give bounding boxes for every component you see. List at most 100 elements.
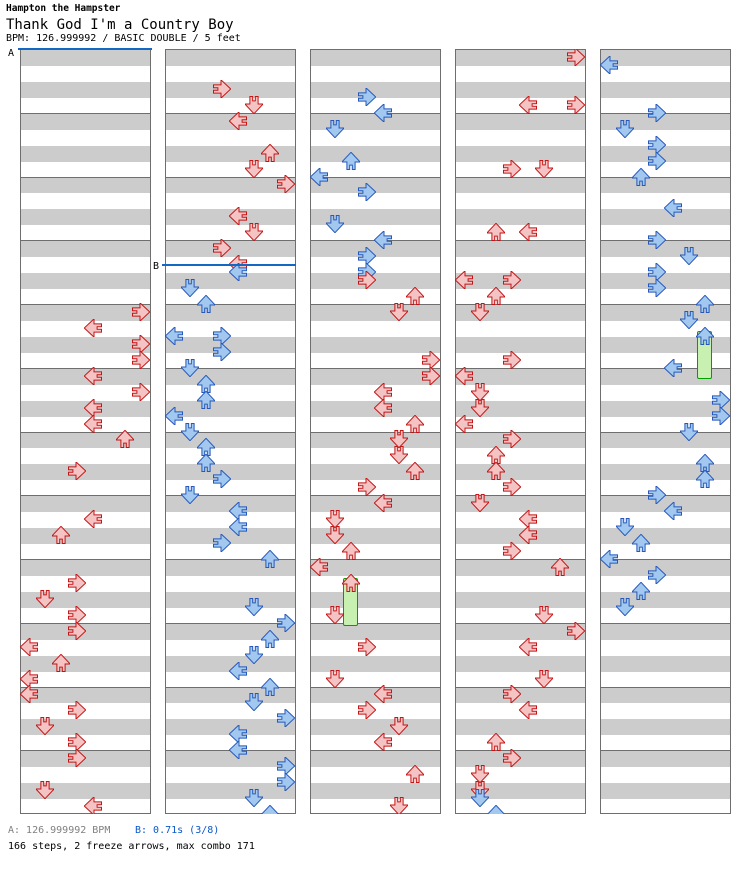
blue-left-arrow-icon	[309, 166, 328, 187]
blue-left-arrow-icon	[164, 325, 183, 347]
measure-line	[166, 432, 295, 433]
footer-bpm-a: A: 126.999992 BPM	[8, 825, 111, 836]
blue-down-arrow-icon	[179, 358, 200, 378]
beat-stripe	[166, 624, 295, 640]
measure-line	[456, 240, 585, 241]
beat-stripe	[456, 624, 585, 640]
measure-line	[21, 495, 150, 496]
red-down-arrow-icon	[324, 669, 345, 688]
beat-stripe	[601, 688, 730, 703]
beat-stripe	[601, 464, 730, 480]
red-up-arrow-icon	[404, 461, 425, 481]
red-left-arrow-icon	[373, 684, 392, 705]
red-right-arrow-icon	[212, 237, 232, 259]
beat-stripe	[456, 241, 585, 257]
red-left-arrow-icon	[454, 365, 473, 387]
measure-line	[21, 177, 150, 178]
red-left-arrow-icon	[83, 795, 102, 814]
blue-right-arrow-icon	[357, 245, 377, 267]
measure-line	[601, 177, 730, 178]
beat-stripe	[311, 114, 440, 130]
measure-line	[311, 432, 440, 433]
red-down-arrow-icon	[34, 717, 55, 736]
beat-stripe	[601, 719, 730, 735]
measure-line	[166, 304, 295, 305]
red-down-arrow-icon	[324, 526, 345, 545]
measure-line	[311, 495, 440, 496]
blue-right-arrow-icon	[711, 389, 731, 410]
blue-down-arrow-icon	[678, 247, 699, 266]
beat-stripe	[166, 433, 295, 448]
blue-right-arrow-icon	[276, 755, 296, 777]
beat-stripe	[456, 337, 585, 353]
blue-up-arrow-icon	[630, 167, 651, 186]
beat-stripe	[166, 528, 295, 544]
measure-line	[456, 304, 585, 305]
beat-stripe	[21, 719, 150, 735]
measure-line	[601, 304, 730, 305]
measure-line	[311, 177, 440, 178]
measure-line	[456, 368, 585, 369]
blue-up-arrow-icon	[485, 804, 506, 814]
red-up-arrow-icon	[259, 143, 280, 162]
beat-stripe	[601, 178, 730, 193]
red-up-arrow-icon	[50, 653, 71, 672]
marker-a-line	[18, 48, 152, 50]
red-right-arrow-icon	[566, 620, 586, 642]
blue-up-arrow-icon	[195, 390, 216, 409]
beat-stripe	[21, 178, 150, 193]
red-left-arrow-icon	[518, 508, 537, 530]
blue-right-arrow-icon	[647, 134, 667, 155]
blue-left-arrow-icon	[164, 405, 183, 426]
blue-down-arrow-icon	[243, 789, 264, 808]
blue-left-arrow-icon	[599, 548, 618, 570]
red-right-arrow-icon	[67, 572, 87, 594]
beat-stripe	[456, 146, 585, 162]
beat-stripe	[456, 50, 585, 66]
blue-right-arrow-icon	[276, 612, 296, 634]
beat-stripe	[166, 305, 295, 321]
red-up-arrow-icon	[549, 557, 570, 576]
beat-stripe	[601, 241, 730, 257]
beat-stripe	[456, 114, 585, 130]
blue-up-arrow-icon	[259, 549, 280, 568]
red-up-arrow-icon	[114, 430, 135, 449]
beat-stripe	[166, 688, 295, 703]
beat-stripe	[311, 624, 440, 640]
blue-right-arrow-icon	[357, 182, 377, 203]
blue-up-arrow-icon	[694, 294, 715, 313]
measure-line	[456, 432, 585, 433]
beat-stripe	[21, 209, 150, 225]
blue-down-arrow-icon	[243, 597, 264, 617]
beat-stripe	[601, 305, 730, 321]
beat-stripe	[456, 464, 585, 480]
freeze-head-up-arrow-icon	[694, 326, 715, 345]
beat-stripe	[601, 592, 730, 608]
beat-stripe	[311, 337, 440, 353]
beat-stripe	[21, 624, 150, 640]
red-right-arrow-icon	[566, 49, 586, 68]
red-left-arrow-icon	[19, 684, 38, 705]
red-up-arrow-icon	[485, 461, 506, 481]
red-up-arrow-icon	[485, 286, 506, 306]
red-left-arrow-icon	[373, 381, 392, 402]
beat-stripe	[166, 369, 295, 385]
artist-name: Hampton the Hampster	[6, 3, 121, 14]
red-left-arrow-icon	[518, 700, 537, 721]
red-down-arrow-icon	[469, 398, 490, 418]
beat-stripe	[21, 656, 150, 672]
measure-line	[456, 113, 585, 114]
measure-line	[311, 750, 440, 751]
blue-down-arrow-icon	[614, 597, 635, 617]
beat-stripe	[601, 50, 730, 66]
blue-down-arrow-icon	[614, 119, 635, 139]
beat-stripe	[166, 146, 295, 162]
measure-line	[21, 240, 150, 241]
red-right-arrow-icon	[502, 684, 522, 705]
red-up-arrow-icon	[50, 525, 71, 545]
beat-stripe	[456, 560, 585, 576]
red-up-arrow-icon	[404, 414, 425, 433]
measure-line	[166, 113, 295, 114]
blue-left-arrow-icon	[228, 516, 247, 538]
